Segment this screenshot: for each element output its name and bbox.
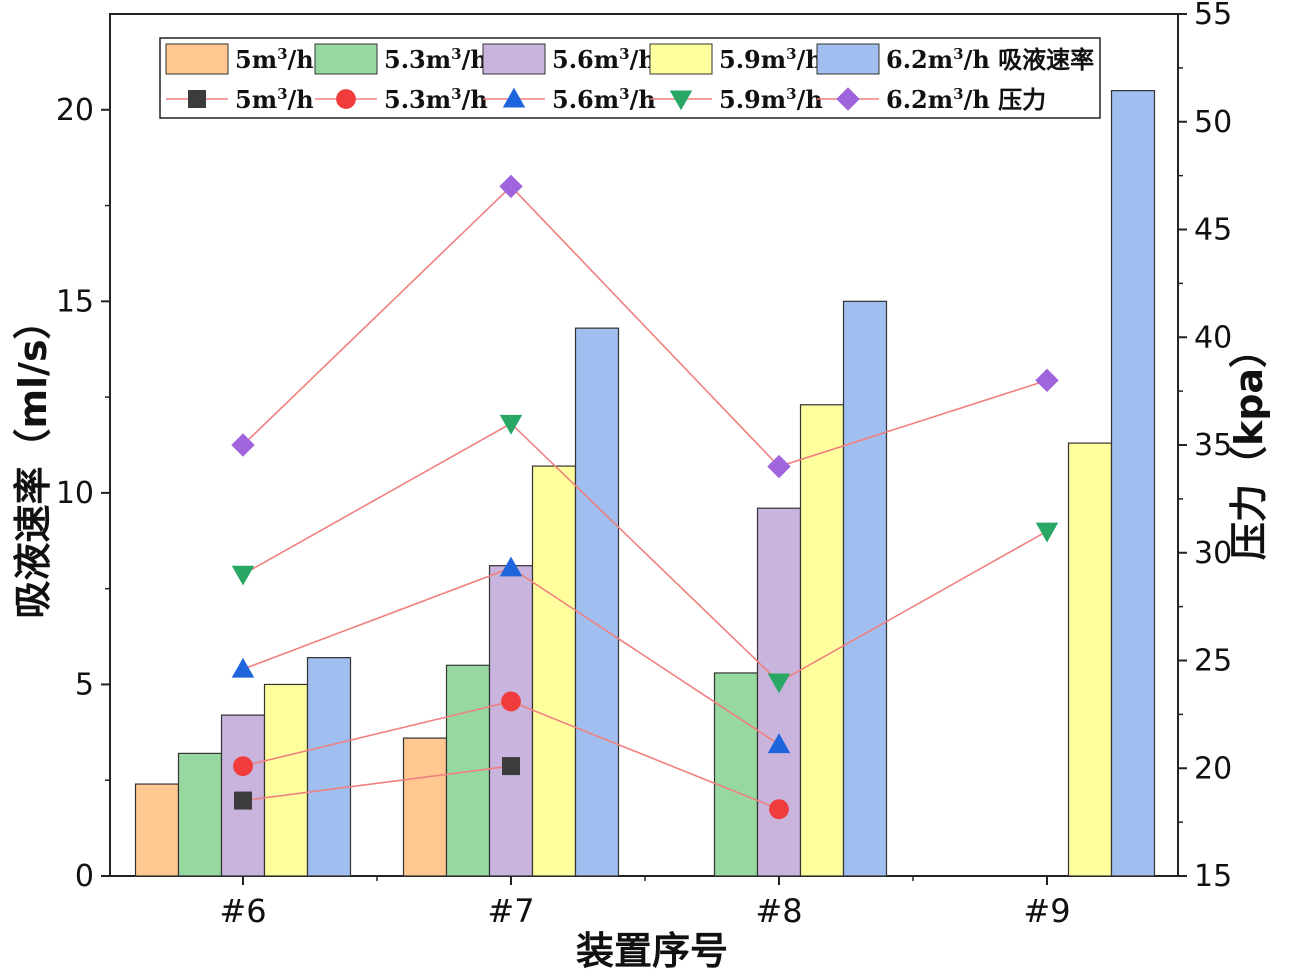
lines-layer (242, 185, 1048, 810)
y-tick-label: 0 (75, 859, 94, 894)
legend-bar-swatch (314, 43, 378, 75)
data-point (767, 454, 791, 479)
legend-bar-swatch (649, 43, 713, 75)
bar (574, 327, 620, 877)
data-point (499, 174, 523, 199)
bar (306, 657, 352, 877)
legend-bar-swatch (482, 43, 546, 75)
data-point (233, 756, 253, 776)
legend-marker (669, 90, 693, 111)
data-point (767, 733, 791, 754)
y-tick-label: 20 (56, 93, 94, 128)
legend-marker (336, 89, 356, 109)
bar (842, 300, 888, 877)
data-point (231, 657, 255, 678)
legend-marker (502, 87, 526, 108)
data-point (1035, 522, 1059, 543)
data-point (499, 414, 523, 435)
legend-bar-label: 5m3/h (235, 45, 314, 74)
data-point (769, 799, 789, 820)
legend: 5m3/h 5.3m3/h 5.6m3/h 5.9m3/h 6.2m3/h 吸液速率 5m… (159, 37, 1101, 119)
legend-bar-swatch (816, 43, 880, 75)
bar (1067, 442, 1113, 877)
y2-tick-label: 20 (1194, 751, 1232, 786)
series-line (242, 422, 1048, 684)
data-point (767, 673, 791, 694)
y-tick-label: 5 (75, 667, 94, 702)
series-line (242, 185, 1048, 468)
left-y-axis: 0 5 10 15 20 (56, 93, 110, 894)
bar (531, 465, 577, 877)
bar (713, 672, 759, 877)
y2-tick-label: 25 (1194, 644, 1232, 679)
legend-marker (188, 90, 206, 108)
series-line (242, 765, 512, 802)
bar (263, 683, 309, 877)
y2-tick-label: 30 (1194, 536, 1232, 571)
y2-tick-label: 35 (1194, 428, 1232, 463)
y2-tick-label: 15 (1194, 859, 1232, 894)
bar (445, 664, 491, 877)
bars-layer (134, 90, 1156, 877)
data-point (502, 757, 520, 776)
bar (402, 737, 448, 877)
x-tick-label: #8 (755, 892, 802, 930)
legend-bar-label: 5.6m3/h (552, 45, 656, 74)
y-axis-title: 吸液速率（ml/s） (11, 301, 55, 618)
markers-layer (231, 174, 1059, 820)
bar (134, 783, 180, 877)
y2-tick-label: 55 (1194, 0, 1232, 32)
legend-line-label: 6.2m3/h 压力 (886, 85, 1046, 114)
legend-line-label: 5.9m3/h (719, 85, 823, 114)
bar (488, 565, 534, 877)
legend-line-label: 5.6m3/h (552, 85, 656, 114)
y2-tick-label: 45 (1194, 213, 1232, 248)
data-point (231, 433, 255, 457)
y-tick-label: 10 (56, 476, 94, 511)
legend-line-label: 5m3/h (235, 85, 314, 114)
data-point (499, 556, 523, 577)
data-point (231, 565, 255, 586)
right-y-axis: 15 20 25 30 35 40 45 50 55 (1178, 0, 1232, 894)
x-tick-label: #7 (487, 892, 534, 930)
bar (799, 404, 845, 877)
legend-line-label: 5.3m3/h (384, 85, 488, 114)
legend-bar-label: 5.9m3/h (719, 45, 823, 74)
bar (177, 752, 223, 877)
x-tick-label: #9 (1023, 892, 1070, 930)
y2-tick-label: 50 (1194, 105, 1232, 140)
bar (1110, 90, 1156, 877)
legend-bar-label: 5.3m3/h (384, 45, 488, 74)
data-point (1035, 368, 1059, 393)
y2-tick-label: 40 (1194, 320, 1232, 355)
data-point (501, 691, 521, 712)
y2-axis-title: 压力（kpa） (1227, 330, 1271, 560)
legend-marker (836, 87, 860, 111)
x-tick-label: #6 (219, 892, 266, 930)
legend-bar-swatch (165, 43, 229, 75)
data-point (234, 791, 252, 810)
y-tick-label: 15 (56, 284, 94, 319)
legend-bar-label: 6.2m3/h 吸液速率 (886, 45, 1094, 74)
x-axis-title: 装置序号 (576, 929, 728, 973)
x-axis: #6 #7 #8 #9 (219, 876, 1071, 930)
